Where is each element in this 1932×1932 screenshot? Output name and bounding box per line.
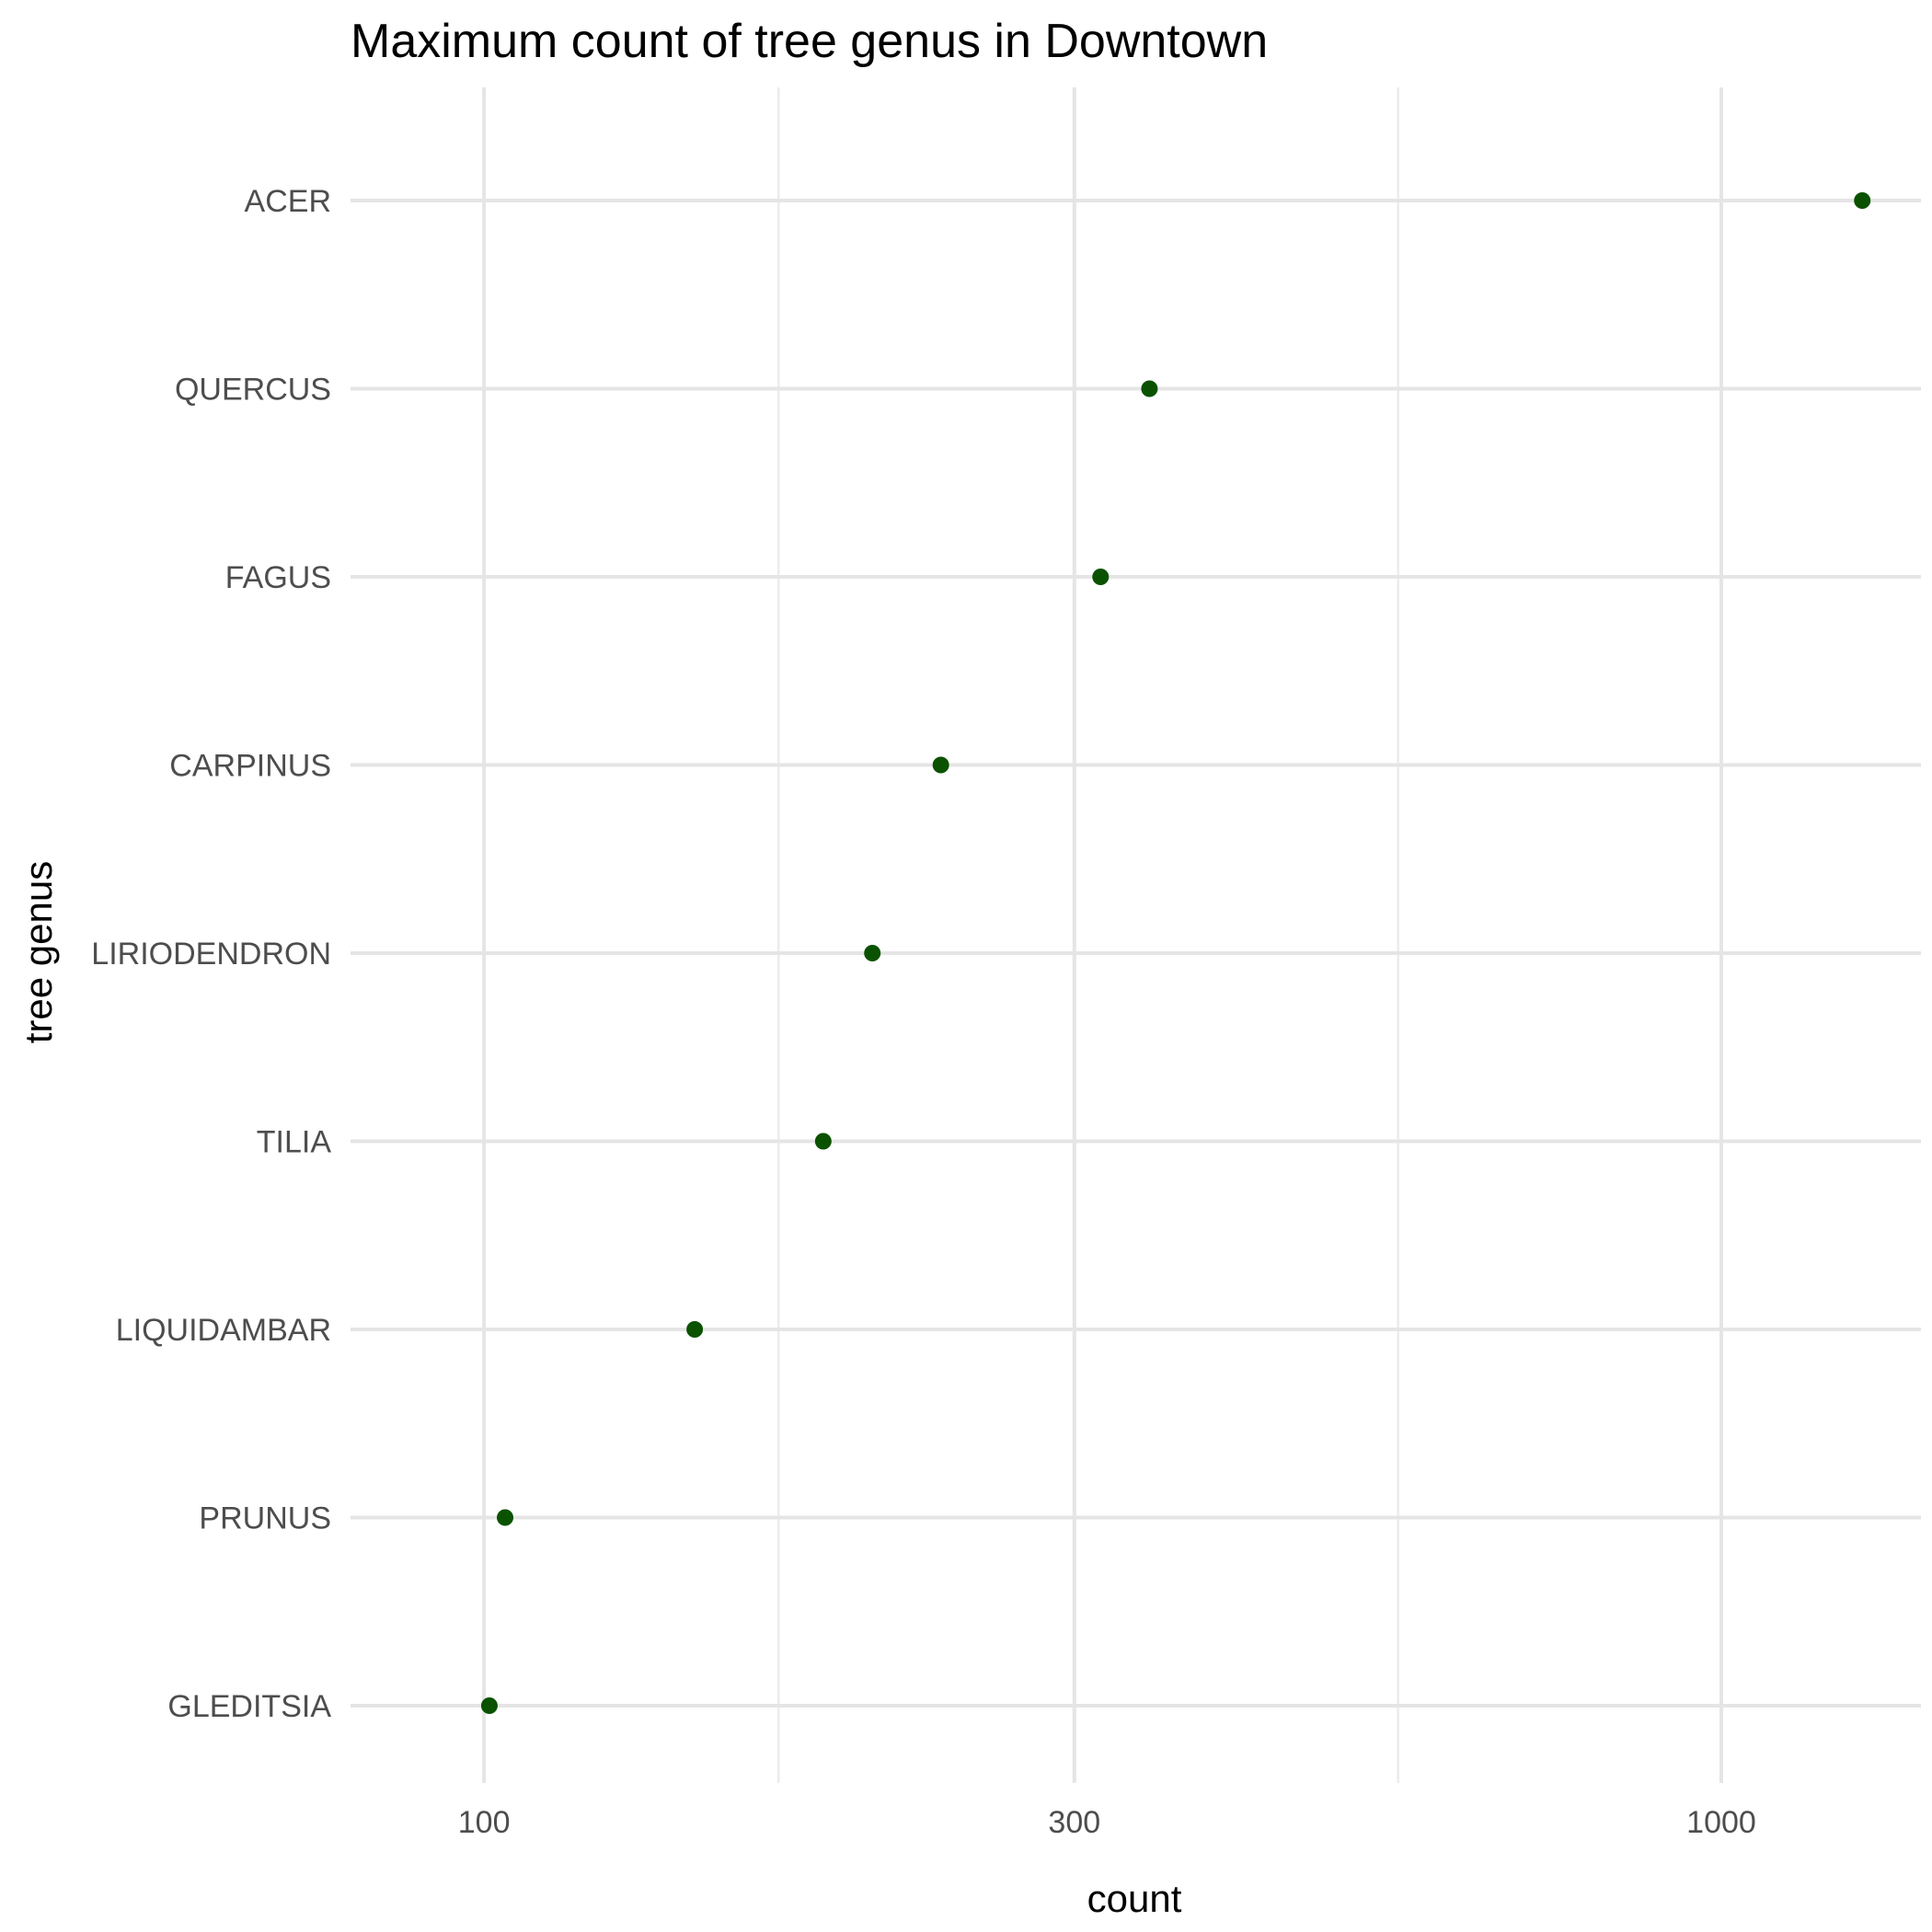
x-tick-label: 1000 — [1686, 1805, 1756, 1840]
data-point — [932, 756, 949, 774]
y-tick-label: GLEDITSIA — [167, 1689, 331, 1724]
data-point — [1141, 380, 1158, 397]
data-point — [1854, 192, 1871, 209]
data-point — [497, 1509, 514, 1526]
data-point — [686, 1321, 704, 1338]
y-axis-title: tree genus — [17, 861, 60, 1043]
x-tick-label: 100 — [458, 1805, 511, 1840]
y-tick-label: TILIA — [257, 1125, 332, 1160]
y-axis-tick-labels: ACER QUERCUS FAGUS CARPINUS LIRIODENDRON TILI… — [91, 184, 331, 1724]
data-point — [864, 945, 881, 961]
y-tick-label: PRUNUS — [199, 1501, 331, 1536]
y-tick-label: LIRIODENDRON — [91, 937, 331, 972]
y-tick-label: FAGUS — [225, 560, 331, 595]
data-point — [1092, 569, 1110, 585]
y-tick-label: QUERCUS — [175, 373, 331, 408]
data-point — [480, 1697, 498, 1714]
y-tick-label: CARPINUS — [169, 749, 331, 784]
x-tick-label: 300 — [1048, 1805, 1100, 1840]
x-axis-title: count — [1087, 1877, 1182, 1920]
y-tick-label: LIQUIDAMBAR — [116, 1313, 331, 1348]
x-axis-tick-labels: 100 300 1000 — [458, 1805, 1756, 1840]
y-tick-label: ACER — [245, 184, 331, 219]
grid — [351, 87, 1921, 1783]
chart-title: Maximum count of tree genus in Downtown — [351, 15, 1268, 68]
data-points — [480, 192, 1871, 1714]
data-point — [814, 1133, 832, 1150]
